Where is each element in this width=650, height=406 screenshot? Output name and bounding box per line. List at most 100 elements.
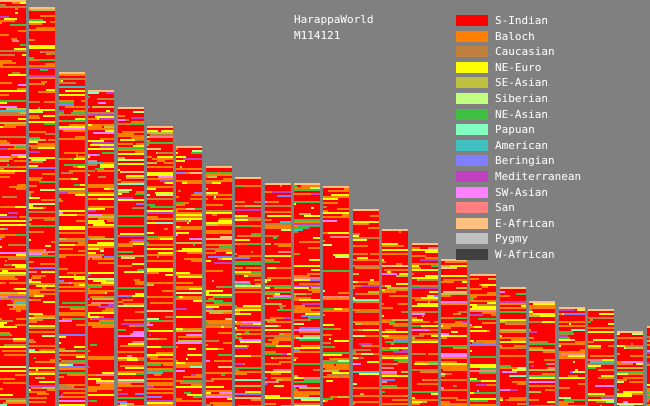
- admixture-stripe: [491, 314, 496, 316]
- admixture-stripe: [42, 253, 48, 255]
- admixture-stripe: [237, 321, 241, 323]
- admixture-stripe: [61, 394, 63, 396]
- admixture-stripe: [59, 376, 64, 378]
- admixture-stripe: [626, 347, 643, 349]
- admixture-stripe: [29, 145, 55, 147]
- admixture-stripe: [647, 340, 650, 342]
- admixture-stripe: [235, 309, 261, 311]
- admixture-stripe: [342, 308, 349, 310]
- admixture-stripe: [59, 290, 85, 292]
- admixture-stripe: [147, 378, 173, 380]
- admixture-stripe: [59, 312, 77, 314]
- admixture-stripe: [176, 328, 183, 330]
- admixture-stripe: [323, 364, 334, 366]
- admixture-stripe: [441, 323, 467, 325]
- admixture-stripe: [136, 191, 144, 193]
- admixture-stripe: [294, 307, 296, 309]
- column-cap: [206, 166, 232, 168]
- admixture-stripe: [271, 225, 291, 227]
- admixture-stripe: [18, 112, 20, 114]
- admixture-stripe: [206, 386, 224, 388]
- admixture-stripe: [118, 301, 123, 303]
- admixture-stripe: [299, 327, 320, 329]
- admixture-stripe: [253, 323, 261, 325]
- admixture-stripe: [59, 388, 85, 390]
- admixture-stripe: [206, 308, 213, 310]
- legend-label: Caucasian: [495, 45, 555, 59]
- admixture-stripe: [412, 397, 415, 399]
- admixture-stripe: [431, 335, 438, 337]
- admixture-stripe: [206, 172, 218, 174]
- admixture-stripe: [29, 207, 43, 209]
- admixture-stripe: [353, 309, 379, 311]
- admixture-stripe: [366, 373, 379, 375]
- admixture-stripe: [294, 329, 320, 331]
- admixture-stripe: [46, 53, 51, 55]
- admixture-stripe: [4, 354, 26, 356]
- admixture-stripe: [209, 312, 223, 314]
- admixture-stripe: [430, 361, 438, 363]
- admixture-stripe: [0, 62, 16, 64]
- admixture-stripe: [431, 393, 438, 395]
- admixture-stripe: [147, 212, 173, 214]
- admixture-stripe: [88, 244, 114, 246]
- admixture-stripe: [559, 321, 585, 323]
- admixture-stripe: [224, 326, 232, 328]
- admixture-stripe: [147, 268, 173, 270]
- admixture-stripe: [39, 349, 55, 351]
- admixture-stripe: [32, 299, 41, 301]
- admixture-stripe: [166, 296, 173, 298]
- admixture-stripe: [4, 18, 17, 20]
- admixture-stripe: [66, 384, 85, 386]
- admixture-stripe: [392, 399, 394, 401]
- admixture-stripe: [164, 182, 166, 184]
- admixture-stripe: [382, 391, 385, 393]
- admixture-stripe: [147, 402, 173, 404]
- admixture-stripe: [235, 287, 261, 289]
- admixture-stripe: [623, 377, 635, 379]
- admixture-stripe: [382, 349, 399, 351]
- admixture-stripe: [394, 399, 408, 401]
- admixture-stripe: [88, 192, 90, 194]
- admixture-stripe: [0, 60, 12, 62]
- admixture-stripe: [428, 339, 438, 341]
- admixture-stripe: [88, 278, 114, 280]
- admixture-stripe: [272, 191, 291, 193]
- admixture-stripe: [0, 228, 5, 230]
- admixture-stripe: [159, 362, 173, 364]
- admixture-stripe: [265, 225, 271, 227]
- admixture-stripe: [265, 191, 272, 193]
- admixture-stripe: [294, 389, 298, 391]
- admixture-stripe: [88, 298, 90, 300]
- admixture-stripe: [265, 281, 267, 283]
- admixture-stripe: [29, 299, 32, 301]
- admixture-stripe: [29, 157, 55, 159]
- admixture-stripe: [412, 319, 423, 321]
- admixture-stripe: [635, 377, 643, 379]
- admixture-stripe: [88, 160, 97, 162]
- admixture-stripe: [573, 361, 575, 363]
- admixture-stripe: [120, 171, 122, 173]
- admixture-stripe: [470, 278, 479, 280]
- admixture-stripe: [323, 376, 340, 378]
- admixture-stripe: [235, 371, 261, 373]
- admixture-stripe: [458, 311, 467, 313]
- admixture-stripe: [90, 344, 97, 346]
- admixture-stripe: [382, 265, 408, 267]
- admixture-stripe: [31, 147, 38, 149]
- admixture-stripe: [441, 403, 450, 405]
- admixture-stripe: [294, 305, 305, 307]
- admixture-stripe: [601, 397, 614, 399]
- admixture-stripe: [76, 350, 85, 352]
- legend-label: E-African: [495, 216, 555, 230]
- individual-column: [323, 186, 349, 406]
- admixture-stripe: [176, 168, 202, 170]
- admixture-stripe: [12, 2, 20, 4]
- admixture-stripe: [158, 252, 173, 254]
- admixture-stripe: [206, 180, 208, 182]
- admixture-stripe: [7, 164, 9, 166]
- admixture-stripe: [213, 198, 232, 200]
- legend-label: San: [495, 201, 515, 215]
- admixture-stripe: [294, 279, 310, 281]
- admixture-stripe: [147, 174, 173, 176]
